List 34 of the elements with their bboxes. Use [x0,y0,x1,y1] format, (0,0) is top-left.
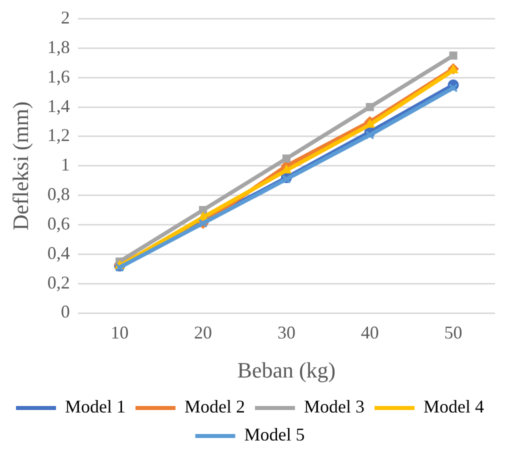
point [365,119,375,128]
legend-label: Model 2 [184,396,246,417]
legend-label: Model 5 [244,424,305,445]
x-axis-title: Beban (kg) [237,358,336,383]
y-tick-label: 0 [60,302,70,322]
x-tick-label: 30 [277,322,296,343]
y-tick-label: 0,8 [47,184,70,204]
x-tick-label: 40 [360,322,379,343]
x-tick-label: 50 [444,322,462,343]
legend-label: Model 3 [304,396,364,417]
y-tick-label: 0,2 [47,272,70,292]
y-tick-label: 1,6 [47,66,70,86]
y-tick-label: 2 [60,8,70,28]
point [448,83,458,92]
y-axis-title: Defleksi (mm) [8,101,33,230]
legend-label: Model 1 [65,396,126,417]
point [365,130,374,140]
x-tick-label: 10 [110,322,129,343]
point [282,154,290,163]
point [366,103,374,112]
y-tick-label: 1 [60,154,70,175]
y-tick-label: 1,2 [47,125,70,146]
y-tick-label: 1,8 [47,36,70,57]
point [449,52,458,60]
point [198,206,208,214]
point [282,174,291,184]
x-tick-label: 20 [194,322,212,343]
point [282,164,292,174]
y-tick-label: 0,6 [47,213,70,234]
point [115,262,124,272]
y-tick-label: 1,4 [47,96,70,116]
y-tick-label: 0,4 [47,242,70,263]
legend-label: Model 4 [423,396,484,417]
point [198,212,208,220]
